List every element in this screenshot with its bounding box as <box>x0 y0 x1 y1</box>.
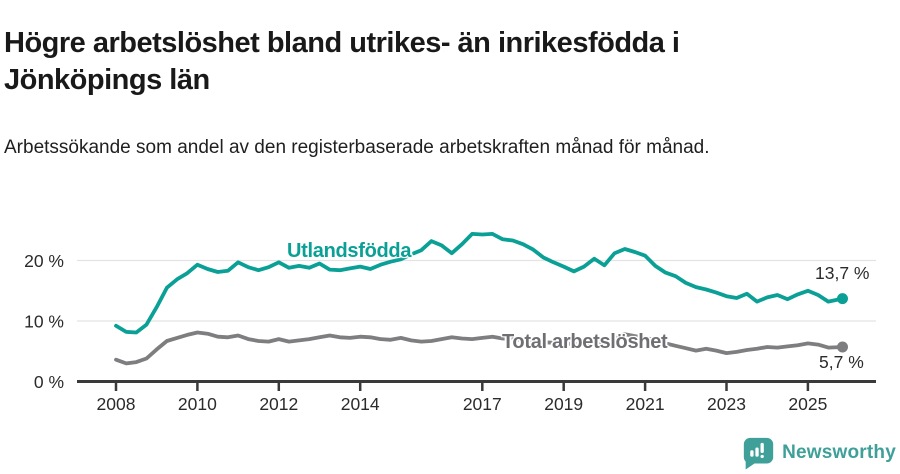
x-axis-tick-label: 2021 <box>626 394 665 414</box>
x-axis-tick-label: 2010 <box>178 394 217 414</box>
series-label-total-arbetsloshet: Total arbetslöshet <box>502 331 668 353</box>
series-label-utlandsfodda: Utlandsfödda <box>287 240 412 262</box>
x-axis-tick-label: 2012 <box>259 394 298 414</box>
x-axis-tick-label: 2008 <box>97 394 136 414</box>
end-value-label-utlandsfodda: 13,7 % <box>815 263 870 283</box>
y-axis-tick-label: 0 % <box>34 372 64 392</box>
x-axis-tick-label: 2019 <box>544 394 583 414</box>
series-end-dot <box>836 293 848 305</box>
x-axis-tick-label: 2017 <box>463 394 502 414</box>
x-axis-tick-label: 2023 <box>707 394 746 414</box>
page-title: Högre arbetslöshet bland utrikes- än inr… <box>4 27 680 96</box>
y-axis-tick-label: 10 % <box>24 312 64 332</box>
bar-chart-speech-bubble-icon <box>743 437 774 470</box>
newsworthy-wordmark: Newsworthy <box>782 442 896 463</box>
end-value-label-total: 5,7 % <box>819 352 864 372</box>
series-line <box>114 231 845 335</box>
page-subtitle: Arbetssökande som andel av den registerb… <box>4 137 710 158</box>
newsworthy-logo: Newsworthy <box>742 436 896 470</box>
series-line <box>114 330 845 366</box>
series-end-dot <box>836 341 848 353</box>
x-axis-tick-label: 2025 <box>788 394 827 414</box>
y-axis-tick-label: 20 % <box>24 251 64 271</box>
x-axis-tick-label: 2014 <box>341 394 380 414</box>
